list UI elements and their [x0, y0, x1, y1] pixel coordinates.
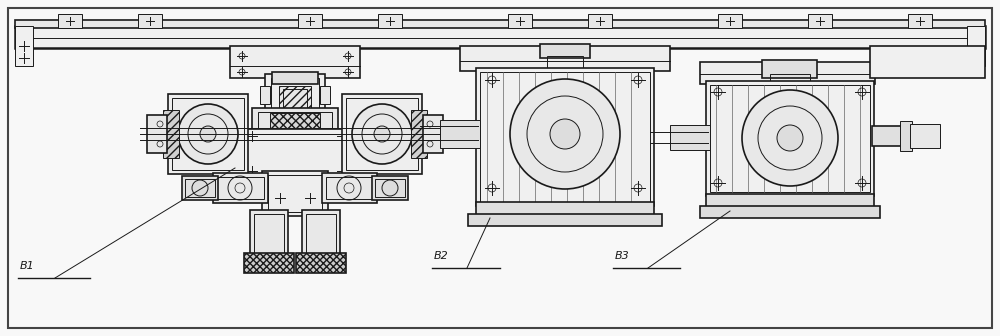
Bar [254, 214, 284, 254]
Bar [244, 253, 294, 273]
Bar [272, 72, 318, 84]
Bar [342, 94, 422, 174]
Bar [808, 14, 832, 28]
Bar [476, 202, 654, 218]
Circle shape [550, 119, 580, 149]
Bar [260, 86, 270, 104]
Circle shape [178, 104, 238, 164]
Bar [411, 110, 427, 158]
Text: B3: B3 [615, 251, 630, 261]
Bar [700, 206, 880, 218]
Bar [283, 89, 307, 158]
Bar [543, 81, 587, 93]
Circle shape [352, 104, 412, 164]
Bar [296, 253, 346, 273]
Bar [480, 72, 650, 202]
Bar [710, 85, 870, 192]
Text: B2: B2 [434, 251, 449, 261]
Bar [302, 210, 340, 258]
Bar [700, 62, 875, 84]
Bar [346, 98, 418, 170]
Bar [172, 98, 244, 170]
Text: B1: B1 [20, 261, 35, 271]
Bar [279, 86, 311, 161]
Bar [250, 210, 288, 258]
Bar [15, 26, 33, 66]
Bar [240, 129, 350, 181]
Bar [942, 50, 974, 68]
Bar [766, 86, 814, 98]
Circle shape [742, 90, 838, 186]
Bar [706, 194, 874, 208]
Bar [670, 125, 710, 150]
Bar [372, 176, 408, 200]
Bar [772, 94, 808, 108]
Bar [58, 14, 82, 28]
Bar [552, 88, 578, 106]
Bar [967, 26, 985, 66]
Bar [378, 14, 402, 28]
Bar [262, 171, 328, 216]
Bar [163, 110, 179, 158]
Bar [258, 112, 332, 132]
Bar [540, 44, 590, 58]
Bar [15, 26, 985, 48]
Bar [15, 20, 985, 28]
Bar [468, 214, 662, 226]
Bar [185, 179, 215, 197]
Bar [900, 121, 912, 151]
Bar [588, 14, 612, 28]
Bar [960, 46, 976, 76]
Bar [476, 68, 654, 206]
Bar [718, 14, 742, 28]
Circle shape [510, 79, 620, 189]
Bar [217, 177, 264, 199]
Bar [460, 46, 670, 71]
Bar [182, 176, 218, 200]
Bar [908, 14, 932, 28]
Bar [252, 108, 338, 136]
Bar [271, 78, 319, 112]
Bar [270, 113, 320, 131]
Bar [306, 214, 336, 254]
Bar [556, 102, 574, 116]
Bar [138, 14, 162, 28]
Bar [762, 60, 817, 78]
Bar [246, 134, 344, 176]
Bar [375, 179, 405, 197]
Bar [870, 46, 985, 78]
Circle shape [192, 180, 208, 196]
Bar [268, 175, 322, 212]
Bar [440, 120, 480, 148]
Circle shape [382, 180, 398, 196]
Bar [872, 126, 902, 146]
Bar [213, 173, 268, 203]
Bar [320, 86, 330, 104]
Bar [326, 177, 373, 199]
Bar [298, 14, 322, 28]
Bar [423, 115, 443, 153]
Bar [322, 173, 377, 203]
Bar [168, 94, 248, 174]
Bar [770, 74, 810, 88]
Circle shape [374, 126, 390, 142]
Bar [147, 115, 167, 153]
Bar [547, 56, 583, 78]
Bar [508, 14, 532, 28]
Bar [265, 74, 325, 116]
Bar [910, 124, 940, 148]
Bar [706, 81, 874, 196]
Bar [538, 73, 592, 83]
Bar [230, 46, 360, 78]
Circle shape [777, 125, 803, 151]
Circle shape [200, 126, 216, 142]
